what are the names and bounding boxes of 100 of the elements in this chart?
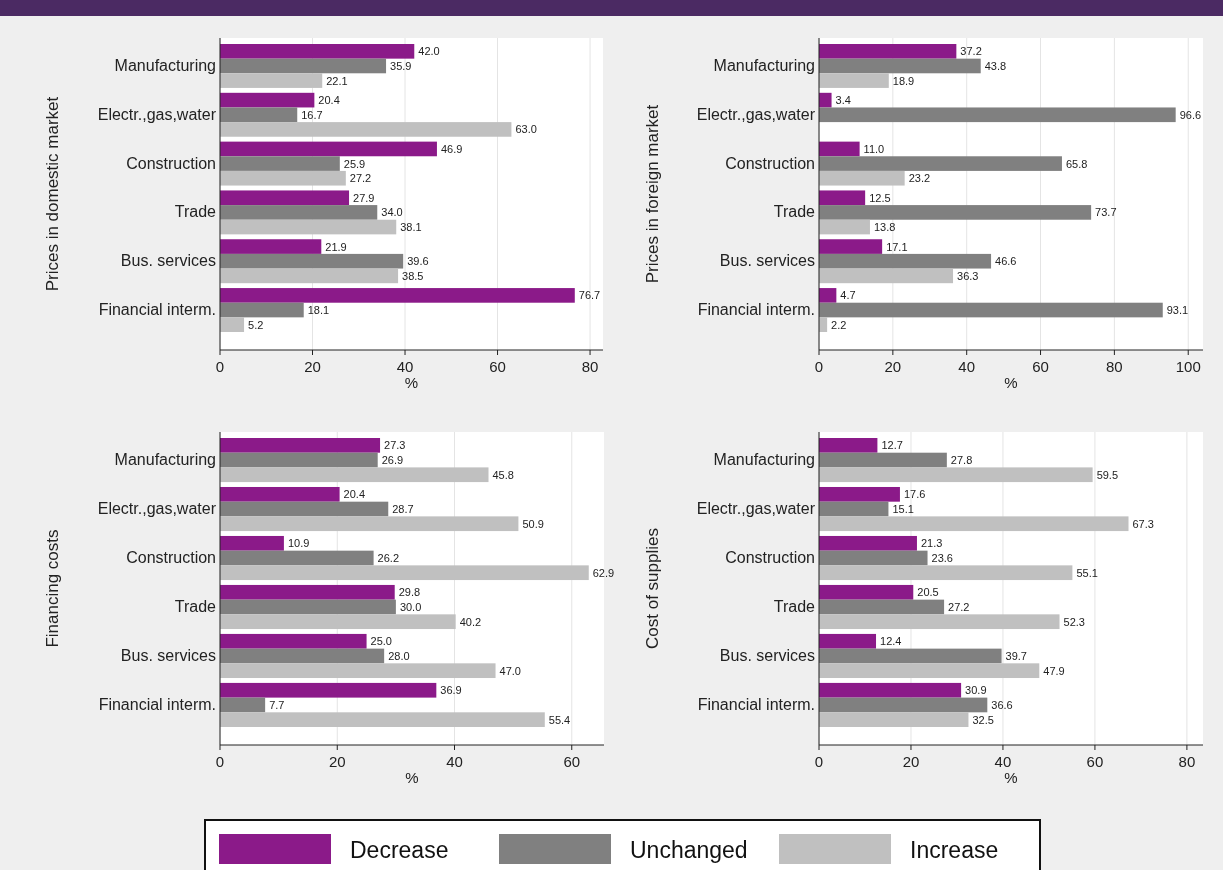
data-label: 22.1: [326, 74, 348, 87]
bar: [220, 467, 489, 483]
data-label: 10.9: [287, 537, 310, 550]
data-label: 67.3: [1132, 517, 1154, 530]
bar: [220, 648, 385, 664]
bar: [819, 239, 883, 254]
data-label: 50.9: [522, 517, 544, 530]
data-label: 55.4: [548, 713, 571, 726]
data-label: 12.4: [880, 635, 902, 648]
data-label: 76.7: [578, 289, 601, 302]
y-axis-title: Financing costs: [43, 529, 62, 648]
x-tick-label: 100: [1175, 358, 1201, 375]
y-tick-label: Bus. services: [719, 252, 815, 270]
bar: [220, 633, 367, 649]
data-label: 45.8: [492, 468, 514, 481]
bar: [220, 58, 387, 74]
bar: [819, 697, 988, 713]
bar: [220, 170, 346, 186]
bar: [819, 288, 837, 303]
data-label: 59.5: [1096, 468, 1119, 481]
bar: [220, 452, 378, 468]
bar: [220, 288, 575, 303]
bar: [819, 663, 1040, 679]
y-tick-label: Construction: [126, 549, 216, 567]
bar: [819, 170, 905, 186]
bar: [220, 44, 415, 59]
bar: [220, 584, 395, 600]
data-label: 35.9: [390, 59, 412, 72]
x-axis-title: %: [1004, 374, 1018, 391]
data-label: 29.8: [398, 586, 421, 599]
bar: [220, 682, 437, 698]
bar: [819, 501, 889, 517]
x-tick-label: 60: [489, 358, 506, 375]
data-label: 32.5: [972, 713, 994, 726]
data-label: 18.9: [892, 74, 915, 87]
bar: [220, 516, 519, 532]
x-tick-label: 40: [446, 753, 463, 770]
data-label: 21.9: [325, 240, 347, 253]
bar: [819, 205, 1092, 220]
bar: [220, 92, 315, 108]
bar: [220, 190, 350, 206]
y-tick-label: Construction: [725, 549, 815, 567]
data-label: 27.2: [349, 172, 372, 185]
bar: [220, 239, 322, 254]
bar: [819, 219, 870, 235]
bar: [819, 550, 928, 566]
data-label: 43.8: [984, 59, 1007, 72]
bar: [220, 599, 396, 615]
data-label: 38.5: [402, 269, 424, 282]
bar: [819, 452, 947, 468]
data-label: 17.1: [886, 240, 908, 253]
data-label: 52.3: [1063, 615, 1085, 628]
bar: [819, 633, 877, 649]
x-tick-label: 20: [304, 358, 321, 375]
x-tick-label: 60: [1086, 753, 1104, 770]
bar: [220, 253, 404, 269]
y-tick-label: Financial interm.: [98, 695, 216, 713]
data-label: 34.0: [381, 206, 403, 219]
y-tick-label: Trade: [174, 597, 217, 615]
bar: [819, 156, 1062, 171]
bar: [220, 565, 589, 581]
data-label: 47.9: [1043, 664, 1065, 677]
data-label: 30.0: [399, 600, 422, 613]
data-label: 17.6: [903, 488, 926, 501]
y-tick-label: Construction: [126, 154, 216, 172]
data-label: 20.4: [343, 488, 366, 501]
data-label: 96.6: [1179, 108, 1202, 121]
bar: [220, 268, 399, 284]
y-tick-label: Bus. services: [120, 252, 216, 270]
data-label: 26.9: [381, 454, 404, 467]
x-tick-label: 20: [884, 358, 902, 375]
bar: [819, 486, 900, 502]
data-label: 21.3: [920, 537, 943, 550]
bar: [819, 516, 1129, 532]
data-label: 13.8: [873, 221, 896, 234]
bar: [220, 219, 397, 235]
y-tick-label: Electr.,gas,water: [97, 105, 217, 123]
data-label: 30.9: [965, 684, 987, 697]
bar: [220, 438, 381, 453]
y-axis-title: Cost of supplies: [643, 528, 662, 649]
y-axis-title: Prices in domestic market: [43, 96, 62, 292]
bar: [220, 712, 545, 727]
data-label: 73.7: [1095, 206, 1117, 219]
x-tick-label: 0: [814, 753, 824, 770]
data-label: 62.9: [592, 566, 615, 579]
x-axis-title: %: [1004, 769, 1018, 786]
bar: [220, 205, 378, 220]
data-label: 27.3: [384, 439, 406, 452]
x-tick-label: 60: [1032, 358, 1049, 375]
data-label: 18.1: [307, 304, 330, 317]
bar: [819, 141, 860, 157]
data-label: 2.2: [831, 318, 847, 331]
y-tick-label: Financial interm.: [98, 301, 216, 319]
bar: [220, 302, 304, 318]
data-label: 27.9: [353, 191, 375, 204]
bar: [819, 565, 1073, 581]
data-label: 39.7: [1005, 649, 1027, 662]
y-tick-label: Financial interm.: [697, 301, 815, 319]
bar: [220, 73, 323, 88]
data-label: 63.0: [515, 123, 537, 136]
